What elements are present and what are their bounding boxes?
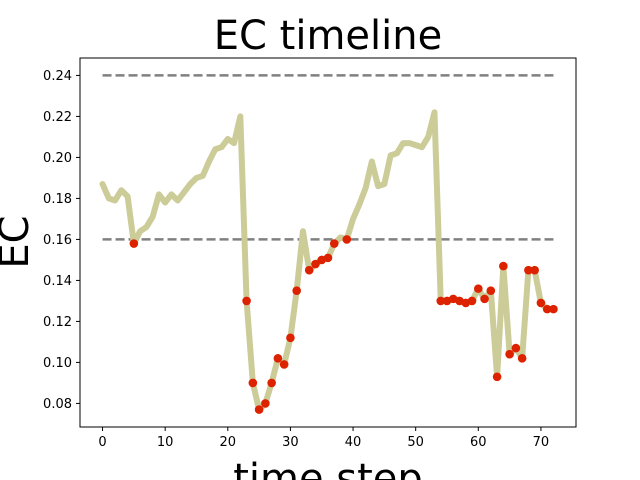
x-tick-label: 0: [98, 435, 106, 450]
x-axis-label: time step: [233, 456, 423, 480]
data-point: [254, 405, 264, 414]
data-point: [549, 304, 558, 314]
y-tick-label: 0.10: [43, 356, 72, 371]
data-point: [517, 354, 527, 363]
data-point: [342, 235, 352, 244]
x-tick-label: 50: [407, 435, 424, 450]
y-tick-label: 0.12: [43, 315, 72, 330]
data-point: [273, 354, 283, 363]
data-point: [536, 298, 546, 308]
y-axis-label: EC: [0, 215, 38, 268]
data-point: [261, 399, 270, 408]
data-point: [530, 265, 539, 275]
y-axis-ticks: 0.08 0.10 0.12 0.14 0.16 0.18 0.20 0.22 0.24: [43, 69, 80, 412]
data-point: [311, 259, 320, 269]
data-point: [492, 372, 502, 382]
data-point: [505, 349, 514, 359]
x-tick-label: 40: [345, 435, 362, 450]
data-point: [248, 378, 258, 388]
data-point: [480, 294, 489, 304]
data-point: [129, 239, 139, 248]
data-point: [242, 296, 251, 306]
y-tick-label: 0.14: [43, 274, 72, 289]
x-tick-label: 20: [220, 435, 237, 450]
x-tick-label: 10: [157, 435, 174, 450]
data-point: [304, 265, 314, 275]
x-tick-label: 70: [533, 435, 550, 450]
x-axis-ticks: 0 10 20 30 40 50 60 70: [98, 427, 549, 450]
data-point: [436, 296, 446, 306]
plot-frame: [79, 57, 577, 428]
data-point: [286, 333, 295, 343]
data-point: [474, 284, 483, 293]
data-point: [292, 286, 301, 295]
data-point: [267, 378, 276, 388]
data-point: [279, 360, 289, 369]
data-point: [499, 261, 508, 271]
data-point: [486, 286, 496, 295]
data-point: [323, 253, 333, 263]
y-tick-label: 0.16: [43, 233, 72, 248]
x-tick-label: 30: [282, 435, 299, 450]
data-point: [524, 265, 533, 275]
y-tick-label: 0.08: [43, 397, 72, 412]
x-tick-label: 60: [470, 435, 487, 450]
data-point: [329, 239, 339, 248]
chart-title: EC timeline: [214, 13, 442, 59]
data-point: [467, 296, 477, 306]
y-tick-label: 0.18: [43, 192, 72, 207]
y-tick-label: 0.22: [43, 110, 72, 125]
y-tick-label: 0.24: [43, 69, 72, 84]
data-point: [511, 343, 521, 353]
y-tick-label: 0.20: [43, 151, 72, 166]
data-point: [542, 304, 552, 314]
marker-group: [129, 235, 558, 414]
threshold-lines: [102, 74, 554, 241]
